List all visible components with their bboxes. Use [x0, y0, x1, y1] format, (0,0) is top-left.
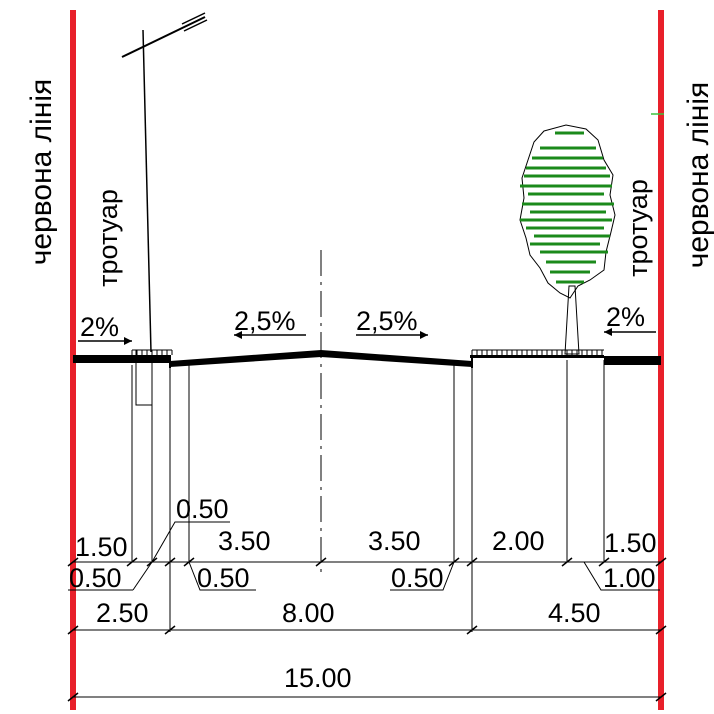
dim-strip-right: 1.00: [603, 563, 656, 593]
sidewalk-right-label: тротуар: [623, 179, 653, 277]
slope-left-carriageway: 2,5%: [234, 306, 296, 336]
dim-carriageway: 8.00: [282, 598, 335, 628]
dimension-lines: [67, 521, 667, 702]
strip-left-surface: [132, 355, 170, 363]
red-line-left-label: червона лінія: [25, 79, 58, 266]
street-lamp-icon: [121, 12, 208, 406]
dim-zone-left: 2.50: [96, 598, 149, 628]
dim-strip-left-a: 0.50: [69, 563, 122, 593]
dim-green-right: 2.00: [492, 526, 545, 556]
slope-right-carriageway: 2,5%: [356, 306, 418, 336]
dim-lane-left: 3.50: [218, 526, 271, 556]
extension-lines: [131, 360, 605, 632]
sidewalk-left-label: тротуар: [93, 189, 123, 287]
slope-right-sidewalk: 2%: [606, 302, 645, 332]
dim-total: 15.00: [284, 663, 352, 693]
road-surface: [73, 350, 661, 368]
dim-lane-right: 3.50: [368, 526, 421, 556]
dim-curb-left: 0.50: [197, 563, 250, 593]
green-strip-surface: [470, 355, 604, 358]
dim-zone-right: 4.50: [548, 598, 601, 628]
grass-hatch-right: [471, 349, 604, 355]
dim-strip-left-b: 0.50: [176, 494, 229, 524]
red-line-right-label: червона лінія: [682, 82, 714, 269]
slope-left-sidewalk: 2%: [80, 312, 119, 342]
sidewalk-left-surface: [73, 355, 132, 363]
dim-sidewalk-left: 1.50: [75, 532, 128, 562]
sidewalk-right-surface: [604, 356, 661, 365]
dim-curb-right: 0.50: [391, 563, 444, 593]
tree-icon: [519, 124, 616, 355]
slope-arrows: [78, 328, 656, 345]
dim-sidewalk-right: 1.50: [604, 528, 657, 558]
